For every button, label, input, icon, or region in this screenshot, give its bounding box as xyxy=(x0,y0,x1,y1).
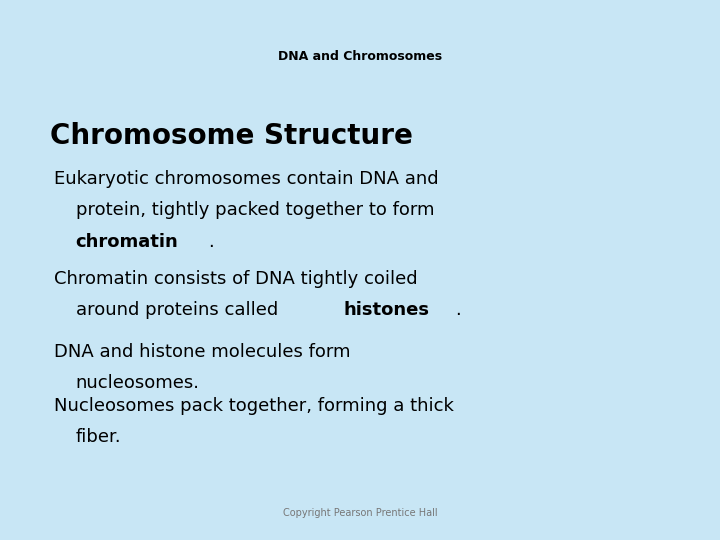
Text: around proteins called: around proteins called xyxy=(76,301,284,319)
Text: histones: histones xyxy=(344,301,430,319)
Text: fiber.: fiber. xyxy=(76,428,121,446)
Text: .: . xyxy=(455,301,461,319)
Text: DNA and Chromosomes: DNA and Chromosomes xyxy=(278,50,442,63)
Text: .: . xyxy=(208,233,214,251)
Text: Chromatin consists of DNA tightly coiled: Chromatin consists of DNA tightly coiled xyxy=(54,270,418,288)
Text: nucleosomes.: nucleosomes. xyxy=(76,374,199,392)
Text: Chromosome Structure: Chromosome Structure xyxy=(50,122,413,150)
Text: chromatin: chromatin xyxy=(76,233,179,251)
Text: Eukaryotic chromosomes contain DNA and: Eukaryotic chromosomes contain DNA and xyxy=(54,170,438,188)
Text: protein, tightly packed together to form: protein, tightly packed together to form xyxy=(76,201,434,219)
Text: Copyright Pearson Prentice Hall: Copyright Pearson Prentice Hall xyxy=(283,508,437,518)
Text: DNA and histone molecules form: DNA and histone molecules form xyxy=(54,343,351,361)
Text: Nucleosomes pack together, forming a thick: Nucleosomes pack together, forming a thi… xyxy=(54,397,454,415)
